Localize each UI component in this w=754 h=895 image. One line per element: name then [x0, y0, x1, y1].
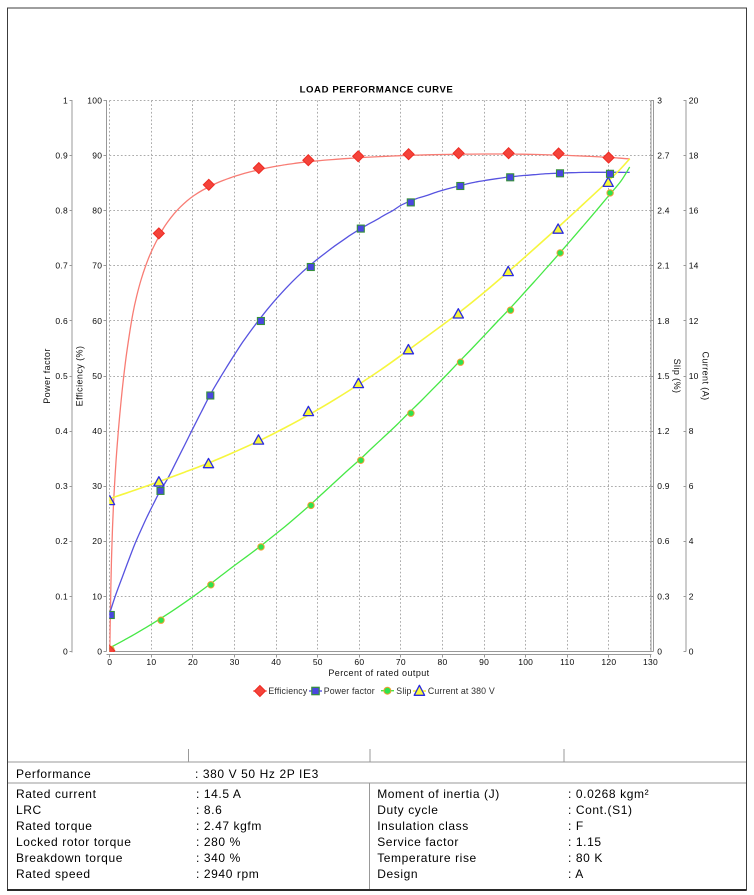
- svg-text:10: 10: [146, 657, 156, 667]
- svg-text:Locked rotor torque: Locked rotor torque: [16, 835, 131, 849]
- svg-text:Power factor: Power factor: [324, 686, 375, 696]
- svg-text:0: 0: [657, 646, 662, 656]
- svg-text:: 14.5 A: : 14.5 A: [196, 787, 242, 801]
- svg-text:4: 4: [689, 536, 694, 546]
- svg-text:0.4: 0.4: [55, 426, 68, 436]
- svg-text:80: 80: [92, 206, 102, 216]
- svg-text:6: 6: [689, 481, 694, 491]
- svg-text:3: 3: [657, 95, 662, 105]
- svg-text:0.5: 0.5: [55, 371, 68, 381]
- svg-text:Efficiency: Efficiency: [268, 686, 307, 696]
- svg-text:Current (A): Current (A): [701, 351, 711, 400]
- svg-text:0.7: 0.7: [55, 261, 68, 271]
- svg-text:2: 2: [689, 591, 694, 601]
- svg-text:Breakdown torque: Breakdown torque: [16, 851, 123, 865]
- svg-text:12: 12: [689, 316, 699, 326]
- svg-text:1.8: 1.8: [657, 316, 670, 326]
- svg-text:30: 30: [230, 657, 240, 667]
- svg-text:: 1.15: : 1.15: [568, 835, 602, 849]
- svg-text:0.3: 0.3: [657, 591, 670, 601]
- svg-text:0.9: 0.9: [657, 481, 670, 491]
- svg-text:: F: : F: [568, 819, 584, 833]
- svg-text:40: 40: [271, 657, 281, 667]
- svg-text:Performance: Performance: [16, 767, 91, 781]
- svg-text:0: 0: [63, 646, 68, 656]
- svg-text:Current at 380 V: Current at 380 V: [428, 686, 495, 696]
- svg-text:: 80 K: : 80 K: [568, 851, 603, 865]
- svg-text:1: 1: [63, 95, 68, 105]
- svg-text:: Cont.(S1): : Cont.(S1): [568, 803, 633, 817]
- svg-text:Efficiency (%): Efficiency (%): [74, 346, 84, 407]
- svg-text:110: 110: [560, 657, 574, 667]
- svg-text:Power factor: Power factor: [42, 348, 52, 404]
- svg-text:: 8.6: : 8.6: [196, 803, 222, 817]
- svg-text:: 0.0268 kgm²: : 0.0268 kgm²: [568, 787, 649, 801]
- svg-text:10: 10: [92, 591, 102, 601]
- svg-text:Service factor: Service factor: [377, 835, 459, 849]
- svg-text:Insulation class: Insulation class: [377, 819, 469, 833]
- svg-text:50: 50: [92, 371, 102, 381]
- svg-text:LRC: LRC: [16, 803, 42, 817]
- svg-text:0: 0: [689, 646, 694, 656]
- svg-text:14: 14: [689, 261, 699, 271]
- svg-text:: A: : A: [568, 867, 584, 881]
- svg-text:Design: Design: [377, 867, 418, 881]
- svg-text:18: 18: [689, 151, 699, 161]
- svg-text:2.1: 2.1: [657, 261, 670, 271]
- svg-text:0.2: 0.2: [55, 536, 68, 546]
- svg-text:: 2940 rpm: : 2940 rpm: [196, 867, 259, 881]
- svg-text:: 380 V 50 Hz 2P IE3: : 380 V 50 Hz 2P IE3: [195, 767, 319, 781]
- svg-text:0: 0: [97, 646, 102, 656]
- svg-text:60: 60: [354, 657, 364, 667]
- svg-text:Temperature rise: Temperature rise: [377, 851, 477, 865]
- svg-text:0.9: 0.9: [55, 151, 68, 161]
- svg-text:70: 70: [396, 657, 406, 667]
- svg-text:: 340 %: : 340 %: [196, 851, 241, 865]
- svg-text:40: 40: [92, 426, 102, 436]
- svg-text:16: 16: [689, 206, 699, 216]
- svg-text:130: 130: [643, 657, 658, 667]
- svg-text:Percent of rated output: Percent of rated output: [328, 668, 429, 678]
- svg-text:80: 80: [438, 657, 448, 667]
- svg-text:Rated speed: Rated speed: [16, 867, 91, 881]
- svg-text:20: 20: [689, 95, 699, 105]
- svg-text:0: 0: [107, 657, 112, 667]
- svg-text:20: 20: [92, 536, 102, 546]
- svg-text:: 280 %: : 280 %: [196, 835, 241, 849]
- svg-text:0.6: 0.6: [55, 316, 68, 326]
- svg-text:90: 90: [479, 657, 489, 667]
- svg-text:0.1: 0.1: [55, 591, 68, 601]
- svg-text:LOAD PERFORMANCE CURVE: LOAD PERFORMANCE CURVE: [300, 85, 454, 96]
- svg-text:Duty cycle: Duty cycle: [377, 803, 438, 817]
- svg-text:30: 30: [92, 481, 102, 491]
- svg-text:Rated current: Rated current: [16, 787, 97, 801]
- svg-text:Slip: Slip: [396, 686, 411, 696]
- svg-text:70: 70: [92, 261, 102, 271]
- svg-text:Moment of inertia (J): Moment of inertia (J): [377, 787, 500, 801]
- svg-text:2.4: 2.4: [657, 206, 670, 216]
- svg-text:0.6: 0.6: [657, 536, 670, 546]
- svg-text:2.7: 2.7: [657, 151, 670, 161]
- svg-text:120: 120: [601, 657, 616, 667]
- svg-text:1.5: 1.5: [657, 371, 670, 381]
- svg-text:60: 60: [92, 316, 102, 326]
- svg-text:8: 8: [689, 426, 694, 436]
- svg-text:0.3: 0.3: [55, 481, 68, 491]
- svg-text:1.2: 1.2: [657, 426, 670, 436]
- svg-text:Slip (%): Slip (%): [672, 359, 682, 394]
- svg-text:10: 10: [689, 371, 699, 381]
- svg-text:: 2.47 kgfm: : 2.47 kgfm: [196, 819, 262, 833]
- svg-text:0.8: 0.8: [55, 206, 68, 216]
- svg-text:100: 100: [87, 95, 102, 105]
- svg-text:50: 50: [313, 657, 323, 667]
- svg-text:20: 20: [188, 657, 198, 667]
- svg-text:Rated torque: Rated torque: [16, 819, 93, 833]
- svg-text:90: 90: [92, 151, 102, 161]
- svg-text:100: 100: [518, 657, 533, 667]
